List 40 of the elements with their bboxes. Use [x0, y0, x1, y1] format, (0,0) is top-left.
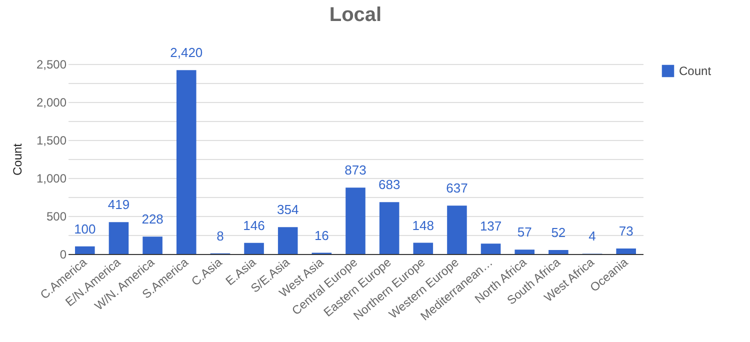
- data-label: 100: [74, 221, 96, 236]
- y-tick-label: 2,500: [36, 58, 67, 72]
- bar: [176, 70, 196, 254]
- bar: [413, 242, 434, 254]
- bar: [75, 246, 95, 254]
- legend-label: Count: [679, 64, 712, 78]
- bar: [346, 188, 366, 254]
- bar: [616, 248, 636, 254]
- bar: [379, 202, 400, 254]
- y-tick-label: 1,000: [36, 172, 67, 186]
- data-label: 137: [480, 218, 502, 234]
- y-tick-label: 2,000: [36, 96, 67, 110]
- y-tick-label: 1,500: [36, 134, 67, 148]
- chart-title: Local: [329, 4, 382, 26]
- bar: [142, 236, 162, 254]
- y-tick-label: 500: [46, 210, 67, 224]
- bar: [548, 250, 568, 254]
- data-label: 354: [277, 202, 299, 218]
- data-label: 57: [517, 224, 532, 240]
- data-label: 52: [551, 225, 566, 240]
- data-label: 16: [314, 228, 329, 243]
- y-tick-label: 0: [60, 248, 67, 262]
- data-label: 8: [216, 228, 224, 244]
- data-label: 228: [142, 212, 164, 227]
- data-label: 146: [243, 218, 265, 233]
- data-label: 873: [344, 162, 366, 178]
- bar: [244, 242, 264, 254]
- bar: [108, 222, 129, 254]
- data-label: 419: [108, 197, 130, 212]
- data-label: 683: [378, 177, 400, 192]
- bar: [278, 227, 298, 254]
- data-label: 4: [588, 228, 596, 244]
- bar: [514, 250, 535, 254]
- y-axis-title: Count: [10, 142, 24, 176]
- data-label: 148: [412, 218, 434, 233]
- data-label: 73: [618, 223, 634, 238]
- data-label: 637: [446, 180, 468, 196]
- data-label: 2,420: [170, 45, 203, 60]
- bar: [480, 244, 501, 254]
- bar: [447, 206, 467, 254]
